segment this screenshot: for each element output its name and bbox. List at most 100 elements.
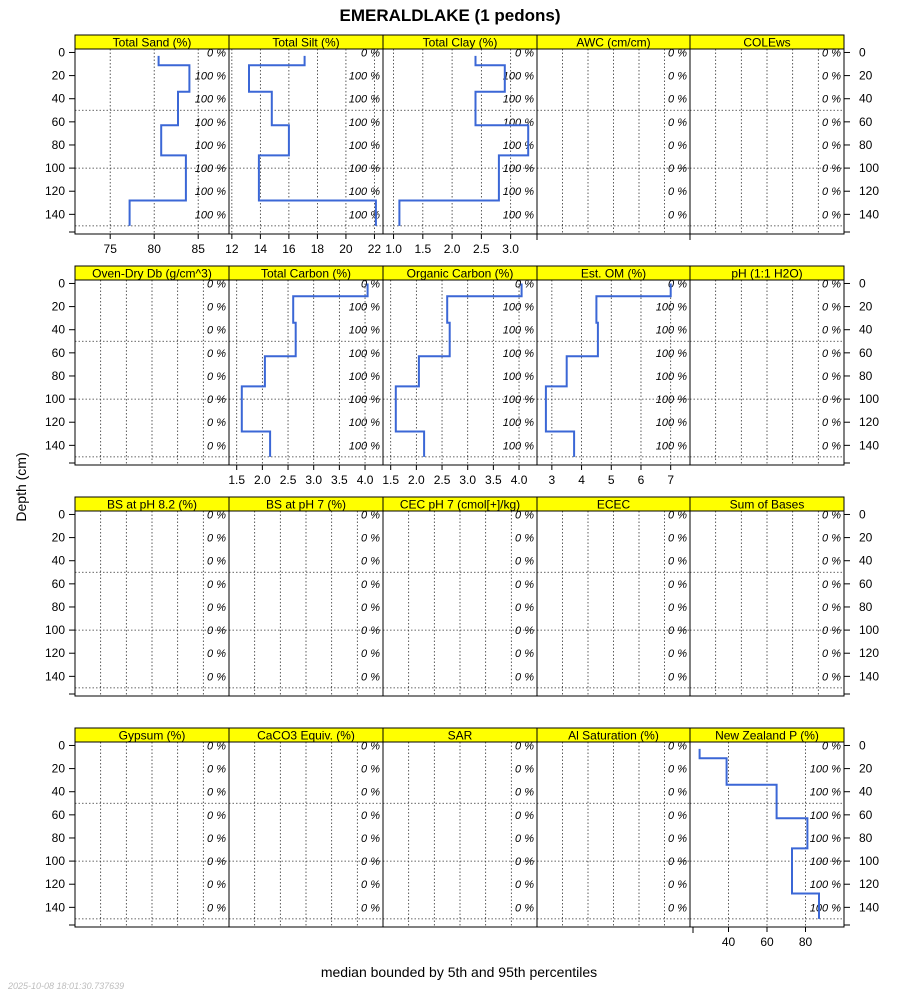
percent-label: 100 % <box>656 417 687 429</box>
y-tick-label-right: 20 <box>859 69 873 83</box>
panel: BS at pH 7 (%) 0 % 0 % 0 % 0 % 0 % 0 % 0 % 0 % <box>228 496 384 697</box>
x-tick-label: 75 <box>104 242 118 256</box>
percent-label: 100 % <box>349 140 380 152</box>
panel-border <box>689 48 845 235</box>
y-tick-label-left: 40 <box>52 92 66 106</box>
panel: CaCO3 Equiv. (%) 0 % 0 % 0 % 0 % 0 % 0 % 0 % 0 % <box>228 727 384 928</box>
percent-label: 100 % <box>656 371 687 383</box>
percent-label: 0 % <box>361 278 380 290</box>
y-tick-label-left: 60 <box>52 115 66 129</box>
y-tick-label-right: 20 <box>859 531 873 545</box>
y-tick-label-right: 100 <box>859 392 879 406</box>
y-tick-label-right: 40 <box>859 785 873 799</box>
percent-label: 0 % <box>822 579 841 591</box>
percent-label: 0 % <box>207 47 226 59</box>
percent-label: 100 % <box>349 394 380 406</box>
percent-label: 100 % <box>349 417 380 429</box>
x-tick-label: 18 <box>311 242 325 256</box>
percent-label: 100 % <box>195 209 226 221</box>
percent-label: 0 % <box>207 787 226 799</box>
x-tick-label: 85 <box>192 242 206 256</box>
percent-label: 100 % <box>349 325 380 337</box>
y-tick-label-left: 120 <box>45 184 65 198</box>
percent-label: 0 % <box>668 671 687 683</box>
percent-label: 100 % <box>810 902 841 914</box>
percent-label: 0 % <box>668 833 687 845</box>
percent-label: 0 % <box>668 856 687 868</box>
y-tick-label-right: 60 <box>859 808 873 822</box>
percent-label: 0 % <box>822 278 841 290</box>
percent-label: 0 % <box>361 625 380 637</box>
y-tick-label-right: 60 <box>859 577 873 591</box>
x-tick-label: 3.5 <box>331 473 348 487</box>
percent-label: 0 % <box>822 302 841 314</box>
percent-label: 0 % <box>515 625 534 637</box>
x-tick-label: 1.5 <box>414 242 431 256</box>
percent-label: 0 % <box>515 879 534 891</box>
timestamp: 2025-10-08 18:01:30.737639 <box>7 981 124 991</box>
percent-label: 100 % <box>195 117 226 129</box>
panel: Total Clay (%) 0 % 100 % 100 % 100 % 100 % 100… <box>382 34 538 256</box>
x-tick-label: 2.0 <box>408 473 425 487</box>
percent-label: 0 % <box>207 740 226 752</box>
percent-label: 100 % <box>195 94 226 106</box>
series-line <box>248 55 377 226</box>
y-tick-label-left: 80 <box>52 138 66 152</box>
percent-label: 0 % <box>668 602 687 614</box>
percent-label: 0 % <box>515 833 534 845</box>
percent-label: 0 % <box>515 856 534 868</box>
y-tick-label-right: 80 <box>859 138 873 152</box>
percent-label: 100 % <box>503 94 534 106</box>
panel-strip-label: Total Sand (%) <box>113 36 192 50</box>
percent-label: 0 % <box>668 810 687 822</box>
percent-label: 0 % <box>822 163 841 175</box>
y-tick-label-left: 140 <box>45 900 65 914</box>
panel-strip-label: CaCO3 Equiv. (%) <box>257 729 355 743</box>
percent-label: 100 % <box>503 186 534 198</box>
y-tick-label-right: 80 <box>859 600 873 614</box>
series-line <box>698 748 820 919</box>
y-tick-label-right: 140 <box>859 438 879 452</box>
percent-label: 0 % <box>515 787 534 799</box>
percent-label: 100 % <box>349 94 380 106</box>
x-tick-label: 3.5 <box>485 473 502 487</box>
x-tick-label: 2.5 <box>434 473 451 487</box>
panel-strip-label: COLEws <box>743 36 790 50</box>
percent-label: 0 % <box>207 856 226 868</box>
percent-label: 0 % <box>515 509 534 521</box>
x-tick-label: 14 <box>254 242 268 256</box>
percent-label: 100 % <box>810 787 841 799</box>
percent-label: 0 % <box>515 810 534 822</box>
percent-label: 0 % <box>515 556 534 568</box>
y-tick-label-right: 140 <box>859 207 879 221</box>
y-tick-label-left: 20 <box>52 300 66 314</box>
panel: BS at pH 8.2 (%) 0 % 0 % 0 % 0 % 0 % 0 % 0 % 0 % <box>74 496 230 697</box>
y-tick-label-right: 100 <box>859 623 879 637</box>
y-tick-label-left: 0 <box>58 276 65 290</box>
percent-label: 0 % <box>668 787 687 799</box>
panel: Gypsum (%) 0 % 0 % 0 % 0 % 0 % 0 % 0 % 0 % <box>74 727 230 928</box>
panel: Organic Carbon (%)0 % 100 % 100 % 100 % 100 … <box>382 265 538 487</box>
percent-label: 0 % <box>361 879 380 891</box>
panel-strip-label: BS at pH 8.2 (%) <box>107 498 197 512</box>
percent-label: 0 % <box>207 625 226 637</box>
percent-label: 0 % <box>668 764 687 776</box>
y-tick-label-left: 0 <box>58 507 65 521</box>
percent-label: 0 % <box>207 533 226 545</box>
percent-label: 0 % <box>207 602 226 614</box>
panel: Total Sand (%) 0 % 100 % 100 % 100 % 100 % 100… <box>74 34 230 256</box>
x-tick-label: 1.5 <box>382 473 399 487</box>
panel: ECEC 0 % 0 % 0 % 0 % 0 % 0 % 0 % 0 % <box>536 496 691 697</box>
percent-label: 0 % <box>822 140 841 152</box>
percent-label: 0 % <box>822 209 841 221</box>
percent-label: 0 % <box>668 71 687 83</box>
percent-label: 100 % <box>349 209 380 221</box>
percent-label: 0 % <box>361 671 380 683</box>
percent-label: 0 % <box>822 648 841 660</box>
percent-label: 0 % <box>668 278 687 290</box>
y-tick-label-right: 120 <box>859 415 879 429</box>
percent-label: 100 % <box>503 394 534 406</box>
percent-label: 0 % <box>207 325 226 337</box>
panel-strip-label: BS at pH 7 (%) <box>266 498 346 512</box>
percent-label: 0 % <box>668 556 687 568</box>
